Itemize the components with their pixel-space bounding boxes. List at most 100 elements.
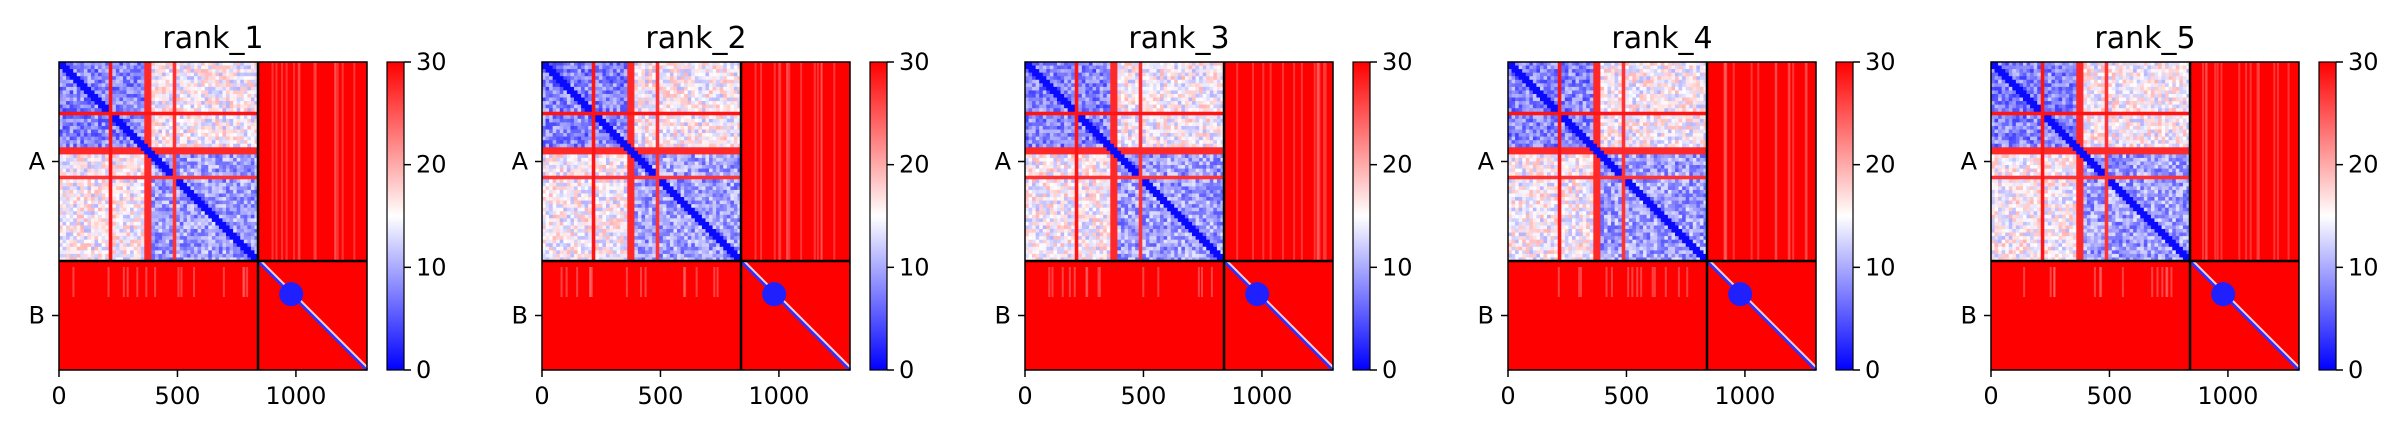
heatmap-cell bbox=[208, 179, 212, 183]
heatmap-cell bbox=[230, 215, 234, 219]
heatmap-cell bbox=[73, 140, 77, 144]
heatmap-cell bbox=[77, 197, 81, 201]
heatmap-cell bbox=[66, 254, 70, 258]
heatmap-cell bbox=[734, 73, 738, 77]
heatmap-cell bbox=[127, 201, 131, 205]
heatmap-cell bbox=[176, 144, 180, 148]
heatmap-cell bbox=[247, 254, 251, 258]
heatmap-cell bbox=[144, 193, 148, 197]
heatmap-cell bbox=[105, 243, 109, 247]
heatmap-cell bbox=[70, 122, 74, 126]
heatmap-cell bbox=[173, 186, 177, 190]
heatmap-cell bbox=[123, 122, 127, 126]
heatmap-cell bbox=[716, 108, 720, 112]
heatmap-cell bbox=[112, 98, 116, 102]
heatmap-cell bbox=[116, 176, 120, 180]
heatmap-cell bbox=[87, 112, 91, 116]
heatmap-cell bbox=[691, 119, 695, 123]
heatmap-cell bbox=[166, 133, 170, 137]
heatmap-cell bbox=[237, 108, 241, 112]
heatmap-cell bbox=[119, 233, 123, 237]
heatmap-cell bbox=[77, 179, 81, 183]
heatmap-cell bbox=[109, 108, 113, 112]
heatmap-cell bbox=[148, 204, 152, 208]
heatmap-cell bbox=[656, 112, 660, 116]
heatmap-cell bbox=[80, 162, 84, 166]
heatmap-cell bbox=[95, 162, 99, 166]
heatmap-cell bbox=[233, 122, 237, 126]
heatmap-cell bbox=[148, 179, 152, 183]
heatmap-cell bbox=[670, 169, 674, 173]
heatmap-cell bbox=[230, 176, 234, 180]
heatmap-cell bbox=[602, 165, 606, 169]
heatmap-cell bbox=[162, 162, 166, 166]
heatmap-cell bbox=[251, 108, 255, 112]
heatmap-cell bbox=[237, 130, 241, 134]
heatmap-cell bbox=[713, 83, 717, 87]
heatmap-cell bbox=[190, 140, 194, 144]
heatmap-cell bbox=[634, 69, 638, 73]
heatmap-cell bbox=[702, 69, 706, 73]
heatmap-cell bbox=[176, 172, 180, 176]
heatmap-cell bbox=[688, 80, 692, 84]
heatmap-cell bbox=[720, 126, 724, 130]
heatmap-cell bbox=[155, 254, 159, 258]
heatmap-cell bbox=[173, 73, 177, 77]
heatmap-cell bbox=[599, 133, 603, 137]
heatmap-cell bbox=[567, 98, 571, 102]
heatmap-cell bbox=[709, 126, 713, 130]
heatmap-cell bbox=[205, 76, 209, 80]
heatmap-cell bbox=[84, 215, 88, 219]
heatmap-cell bbox=[116, 179, 120, 183]
heatmap-cell bbox=[634, 76, 638, 80]
heatmap-cell bbox=[563, 87, 567, 91]
heatmap-cell bbox=[563, 66, 567, 70]
heatmap-cell bbox=[77, 76, 81, 80]
heatmap-cell bbox=[734, 144, 738, 148]
heatmap-cell bbox=[240, 158, 244, 162]
heatmap-cell bbox=[208, 76, 212, 80]
heatmap-cell bbox=[226, 122, 230, 126]
heatmap-cell bbox=[659, 126, 663, 130]
heatmap-cell bbox=[251, 133, 255, 137]
heatmap-cell bbox=[63, 94, 67, 98]
heatmap-cell bbox=[574, 115, 578, 119]
heatmap-cell bbox=[670, 147, 674, 151]
heatmap-cell bbox=[578, 66, 582, 70]
heatmap-cell bbox=[63, 215, 67, 219]
heatmap-cell bbox=[148, 208, 152, 212]
heatmap-cell bbox=[553, 130, 557, 134]
heatmap-cell bbox=[574, 158, 578, 162]
heatmap-cell bbox=[173, 218, 177, 222]
heatmap-cell bbox=[180, 83, 184, 87]
heatmap-cell bbox=[173, 115, 177, 119]
heatmap-cell bbox=[187, 90, 191, 94]
heatmap-cell bbox=[230, 243, 234, 247]
heatmap-cell bbox=[134, 87, 138, 91]
heatmap-cell bbox=[130, 94, 134, 98]
heatmap-cell bbox=[198, 101, 202, 105]
heatmap-cell bbox=[251, 201, 255, 205]
heatmap-cell bbox=[144, 101, 148, 105]
heatmap-cell bbox=[681, 162, 685, 166]
heatmap-cell bbox=[723, 94, 727, 98]
heatmap-cell bbox=[588, 158, 592, 162]
heatmap-cell bbox=[73, 69, 77, 73]
heatmap-cell bbox=[173, 144, 177, 148]
heatmap-cell bbox=[613, 151, 617, 155]
heatmap-cell bbox=[148, 197, 152, 201]
heatmap-cell bbox=[602, 80, 606, 84]
heatmap-cell bbox=[247, 130, 251, 134]
heatmap-cell bbox=[173, 233, 177, 237]
heatmap-cell bbox=[673, 98, 677, 102]
heatmap-cell bbox=[610, 112, 614, 116]
heatmap-cell bbox=[141, 172, 145, 176]
heatmap-cell bbox=[173, 151, 177, 155]
heatmap-cell bbox=[127, 222, 131, 226]
heatmap-cell bbox=[208, 225, 212, 229]
heatmap-cell bbox=[66, 236, 70, 240]
heatmap-cell bbox=[251, 215, 255, 219]
heatmap-cell bbox=[649, 158, 653, 162]
heatmap-cell bbox=[642, 133, 646, 137]
heatmap-cell bbox=[116, 193, 120, 197]
